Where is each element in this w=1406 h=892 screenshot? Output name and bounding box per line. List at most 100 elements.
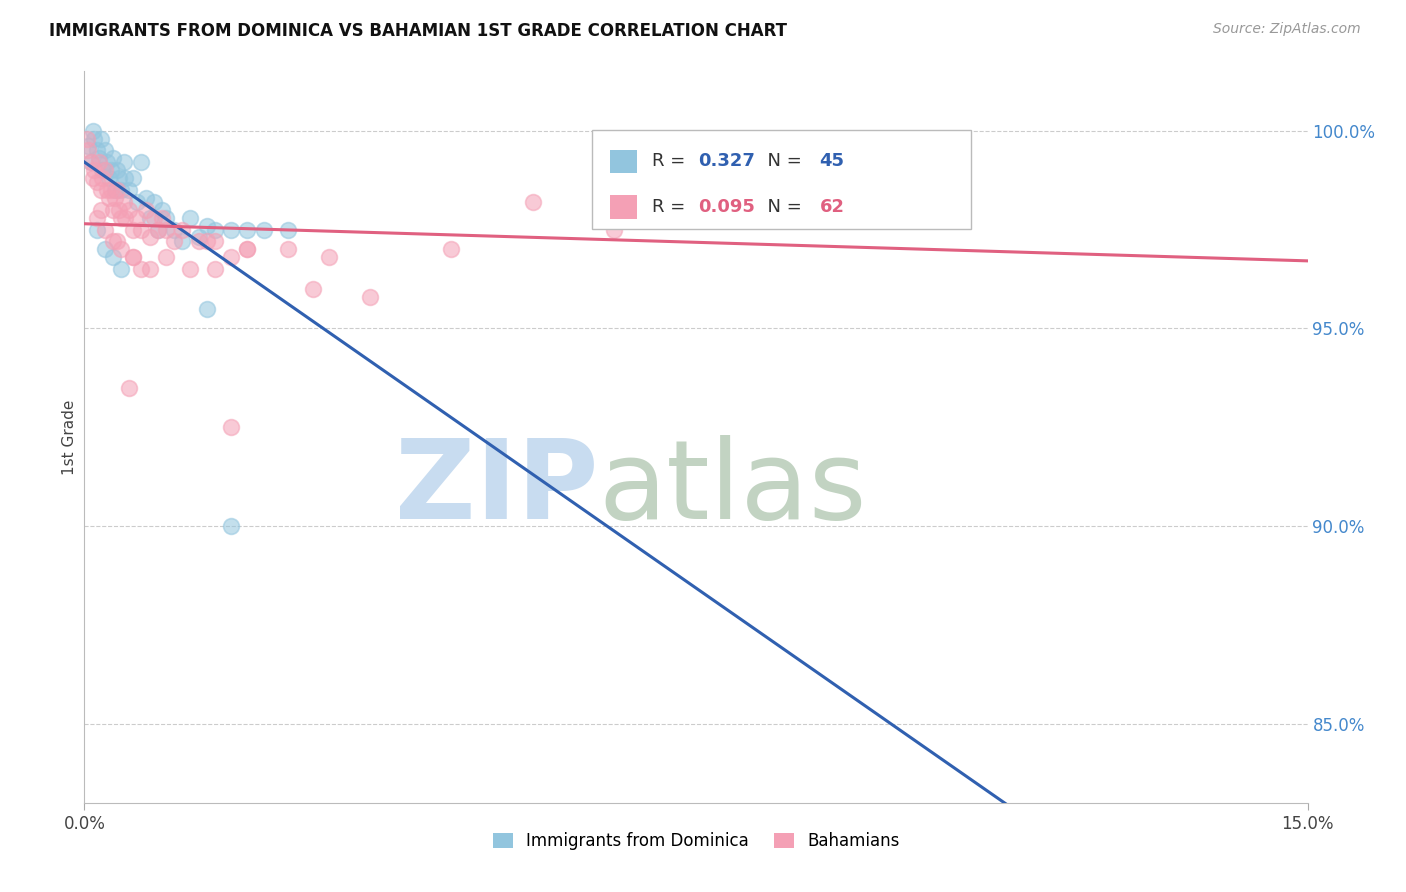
Point — [104, 191, 127, 205]
Point — [172, 235, 194, 249]
Point — [105, 235, 128, 249]
Point — [195, 219, 218, 233]
FancyBboxPatch shape — [592, 130, 972, 228]
Point — [100, 183, 122, 197]
Point — [603, 222, 626, 236]
Point — [76, 131, 98, 145]
Point — [163, 222, 186, 236]
Point — [93, 163, 115, 178]
Point — [522, 194, 544, 209]
Point — [80, 155, 103, 169]
Point — [195, 301, 218, 316]
Point — [236, 242, 259, 256]
Point — [163, 235, 186, 249]
Point — [219, 519, 242, 533]
Point — [110, 183, 132, 197]
Point — [107, 171, 129, 186]
Point — [122, 171, 145, 186]
Point — [195, 235, 218, 249]
Point — [86, 175, 108, 189]
Bar — [610, 195, 637, 219]
Point — [236, 242, 259, 256]
Point — [179, 211, 201, 225]
Point — [118, 381, 141, 395]
Point — [86, 144, 108, 158]
Point — [91, 163, 114, 178]
Text: 45: 45 — [820, 153, 845, 170]
Point — [100, 163, 122, 178]
Point — [236, 222, 259, 236]
Text: R =: R = — [652, 198, 690, 216]
Point — [90, 183, 112, 197]
Text: Source: ZipAtlas.com: Source: ZipAtlas.com — [1213, 22, 1361, 37]
Point — [97, 171, 120, 186]
Point — [118, 183, 141, 197]
Point — [82, 123, 104, 137]
Point — [135, 202, 157, 217]
Point — [138, 230, 160, 244]
Point — [122, 222, 145, 236]
Point — [204, 222, 226, 236]
Point — [138, 262, 160, 277]
Point — [131, 155, 153, 169]
Point — [93, 242, 115, 256]
Point — [219, 250, 242, 264]
Point — [122, 250, 145, 264]
Point — [204, 235, 226, 249]
Point — [301, 282, 323, 296]
Point — [80, 155, 103, 169]
Point — [90, 131, 112, 145]
Point — [112, 155, 135, 169]
Point — [114, 171, 136, 186]
Point — [101, 202, 124, 217]
Text: 62: 62 — [820, 198, 845, 216]
Point — [155, 211, 177, 225]
Point — [848, 171, 870, 186]
Point — [101, 235, 124, 249]
Point — [138, 211, 160, 225]
Point — [118, 202, 141, 217]
Point — [105, 183, 128, 197]
Point — [187, 235, 209, 249]
Point — [93, 144, 115, 158]
Point — [96, 183, 118, 197]
Point — [97, 191, 120, 205]
Y-axis label: 1st Grade: 1st Grade — [62, 400, 77, 475]
Point — [101, 250, 124, 264]
Point — [204, 262, 226, 277]
Point — [127, 211, 149, 225]
Point — [86, 222, 108, 236]
Point — [90, 202, 112, 217]
Point — [155, 250, 177, 264]
Bar — [610, 150, 637, 173]
Point — [131, 262, 153, 277]
Point — [91, 171, 114, 186]
Point — [96, 155, 118, 169]
Point — [146, 222, 169, 236]
Point — [82, 171, 104, 186]
Text: IMMIGRANTS FROM DOMINICA VS BAHAMIAN 1ST GRADE CORRELATION CHART: IMMIGRANTS FROM DOMINICA VS BAHAMIAN 1ST… — [49, 22, 787, 40]
Point — [725, 183, 748, 197]
Point — [77, 144, 100, 158]
Point — [219, 222, 242, 236]
Point — [277, 222, 299, 236]
Point — [127, 194, 149, 209]
Point — [179, 262, 201, 277]
Point — [359, 290, 381, 304]
Point — [86, 211, 108, 225]
Point — [135, 191, 157, 205]
Point — [150, 211, 173, 225]
Point — [146, 222, 169, 236]
Point — [150, 202, 173, 217]
Text: R =: R = — [652, 153, 690, 170]
Point — [142, 211, 165, 225]
Text: 0.095: 0.095 — [699, 198, 755, 216]
Point — [253, 222, 276, 236]
Point — [101, 152, 124, 166]
Point — [107, 202, 129, 217]
Point — [83, 163, 105, 178]
Point — [93, 222, 115, 236]
Point — [110, 242, 132, 256]
Text: atlas: atlas — [598, 434, 866, 541]
Point — [318, 250, 340, 264]
